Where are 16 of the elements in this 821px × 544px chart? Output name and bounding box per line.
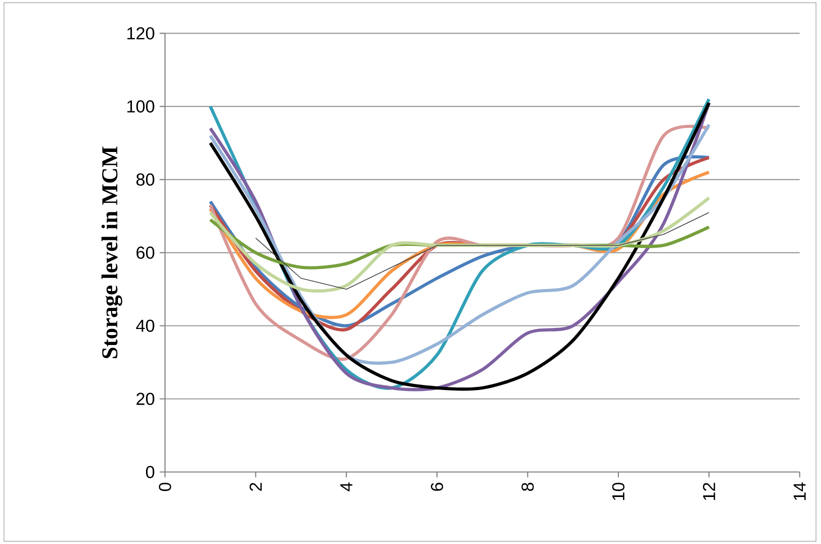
- x-tick-label: 0: [158, 482, 172, 492]
- x-tick-label: 10: [612, 482, 624, 500]
- y-tick-label: 60: [136, 246, 154, 259]
- y-tick-label: 120: [127, 27, 154, 40]
- x-tick-label: 2: [250, 482, 262, 491]
- y-axis-title: Storage level in MCM: [101, 146, 122, 358]
- x-tick-label: 14: [794, 482, 806, 500]
- x-tick-label: 12: [702, 482, 716, 500]
- x-tick-label: 8: [522, 482, 534, 491]
- y-tick-label: 0: [146, 466, 154, 478]
- y-tick-label: 100: [127, 100, 154, 113]
- y-tick-label: 40: [136, 320, 154, 332]
- x-tick-label: 6: [430, 482, 444, 491]
- y-tick-label: 80: [136, 173, 154, 186]
- x-tick-label: 4: [340, 482, 352, 492]
- y-tick-label: 20: [136, 392, 154, 406]
